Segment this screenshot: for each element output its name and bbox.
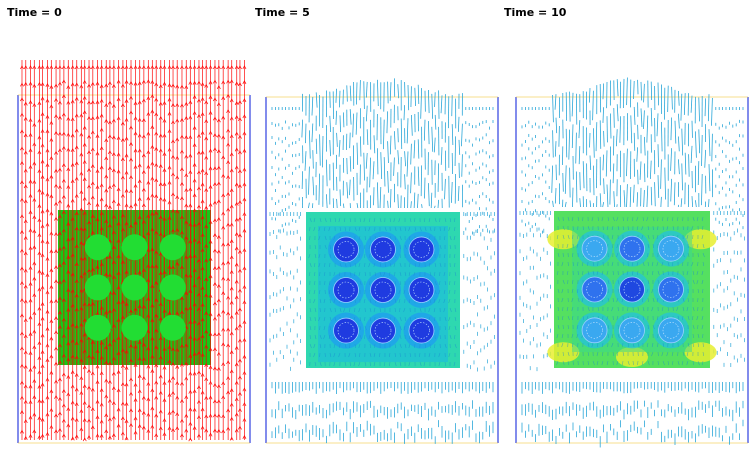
cylinder-8 [121,314,148,341]
cylinder-2 [370,236,396,263]
panel-title-time-10: Time = 10 [504,6,567,19]
cylinder-6 [658,276,684,303]
cylinder-2 [619,235,645,262]
cylinder-4 [84,274,111,301]
cylinder-6 [408,277,435,303]
cylinder-9 [408,317,435,344]
cylinder-6 [159,274,186,301]
cylinder-9 [658,317,684,344]
cylinder-7 [333,317,359,344]
cylinder-3 [408,236,435,263]
cylinder-1 [333,236,359,263]
cylinder-9 [159,314,186,341]
cylinder-1 [84,234,111,261]
cylinder-3 [658,235,684,262]
cylinder-5 [370,277,396,303]
cylinder-7 [84,314,111,341]
flow-panel-time-5 [265,78,499,444]
panel-title-time-5: Time = 5 [255,6,310,19]
velocity-vectors [519,77,745,448]
cylinder-5 [619,276,645,303]
cylinder-5 [121,274,148,301]
block-flow-vectors [308,217,457,367]
cylinder-8 [619,317,645,344]
flow-panel-time-10 [515,77,749,448]
cylinder-2 [121,234,148,261]
cylinder-1 [581,235,608,262]
flow-panel-time-0 [17,60,251,444]
cylinder-4 [333,277,359,303]
cylinder-7 [581,317,608,344]
panel-title-time-0: Time = 0 [7,6,62,19]
cylinder-4 [581,276,608,303]
velocity-vectors [269,78,495,444]
cylinder-3 [159,234,186,261]
cylinder-8 [370,317,396,344]
